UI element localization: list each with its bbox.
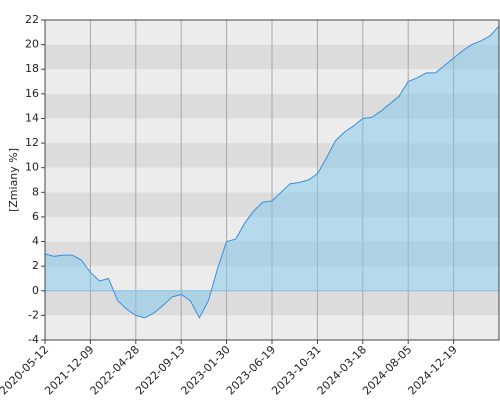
y-tick-label: 2 <box>32 259 39 272</box>
y-tick-label: 12 <box>25 136 39 149</box>
area <box>45 26 499 318</box>
y-tick-label: 22 <box>25 13 39 26</box>
y-tick-label: 10 <box>25 161 39 174</box>
line <box>44 25 500 319</box>
y-tick-label: 14 <box>25 111 39 124</box>
x-tick-label: 2024-12-19 <box>405 343 459 397</box>
y-tick-label: 8 <box>32 185 39 198</box>
plot-frame <box>44 19 500 341</box>
y-tick-label: 20 <box>25 38 39 51</box>
y-tick-label: 18 <box>25 62 39 75</box>
y-tick-label: 4 <box>32 235 39 248</box>
y-axis-label: [Zmiany %] <box>7 148 20 212</box>
y-tick-label: 0 <box>32 284 39 297</box>
y-tick-label: 6 <box>32 210 39 223</box>
y-tick-label: 16 <box>25 87 39 100</box>
y-tick-label: -2 <box>28 308 39 321</box>
y-tick-label: -4 <box>28 333 39 346</box>
